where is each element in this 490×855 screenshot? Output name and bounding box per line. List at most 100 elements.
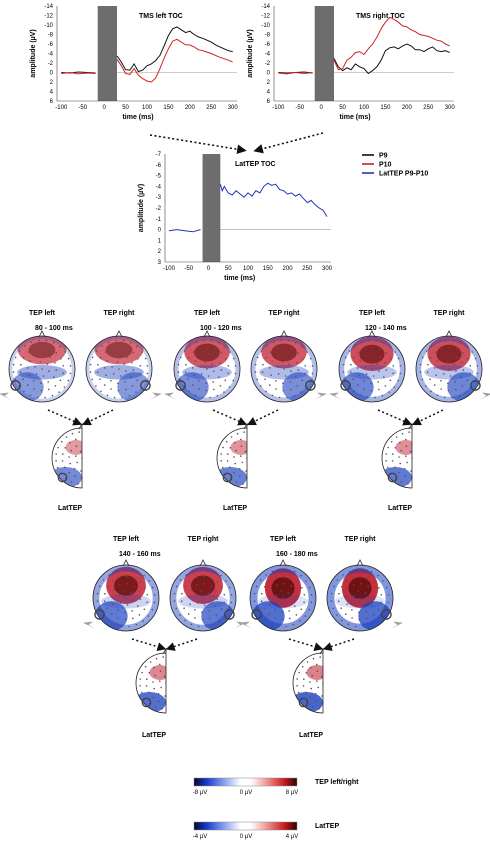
electrode-dot <box>125 370 127 372</box>
x-tick-label: -100 <box>55 105 68 111</box>
electrode-dot <box>240 438 242 441</box>
electrode-dot <box>125 575 128 578</box>
electrode-dot <box>271 360 274 362</box>
electrode-dot <box>263 607 265 609</box>
arrow-connector <box>47 409 83 426</box>
electrode-dot <box>300 574 302 577</box>
tep-topomap-left <box>0 330 76 403</box>
electrode-dot <box>158 700 160 702</box>
electrode-dot <box>74 475 76 478</box>
electrode-dot <box>29 394 32 397</box>
head-outline <box>173 335 241 403</box>
electrode-dot <box>201 611 203 614</box>
electrode-dot <box>245 470 247 472</box>
electrode-dot <box>104 351 107 353</box>
electrode-dot <box>111 580 114 582</box>
electrode-dot <box>294 341 297 344</box>
electrode-dot <box>55 453 57 455</box>
electrode-dot <box>410 470 412 472</box>
electrode-dot <box>175 607 178 610</box>
electrode-dot <box>314 693 317 695</box>
electrode-dot <box>455 370 457 372</box>
electrode-dot <box>332 607 335 610</box>
electrode-dot <box>132 369 135 371</box>
electrode-dot <box>264 619 266 622</box>
y-tick-label: 2 <box>267 80 271 86</box>
electrode-dot <box>194 360 196 362</box>
electrode-dot <box>220 453 222 455</box>
electrode-dot <box>275 380 277 382</box>
electrode-dot <box>379 348 381 350</box>
electrode-dot <box>187 378 189 381</box>
electrode-dot <box>110 388 112 390</box>
electrode-dot <box>224 345 226 348</box>
electrode-dot <box>181 592 183 595</box>
electrode-dot <box>435 374 437 377</box>
colorbar-lat: -4 µV 0 µV 4 µV LatTEP <box>193 821 339 840</box>
electrode-dot <box>153 687 155 690</box>
electrode-dot <box>371 368 373 370</box>
nose-icon <box>279 559 287 567</box>
electrode-dot <box>148 691 150 694</box>
electrode-dot <box>58 391 60 393</box>
electrode-dot <box>116 361 119 363</box>
electrode-dot <box>364 366 366 368</box>
electrode-dot <box>296 385 299 387</box>
electrode-dot <box>436 360 439 362</box>
electrode-dot <box>217 341 220 344</box>
electrode-dot <box>26 367 29 369</box>
electrode-dot <box>184 371 187 374</box>
electrode-dot <box>336 614 338 616</box>
electrode-dot <box>215 614 218 616</box>
electrode-dot <box>277 373 280 375</box>
x-tick-label: 0 <box>319 105 323 111</box>
x-tick-label: 200 <box>185 105 196 111</box>
electrode-dot <box>210 577 212 579</box>
x-tick-label: 150 <box>163 105 174 111</box>
electrode-dot <box>119 602 122 604</box>
electrode-dot <box>366 396 369 399</box>
electrode-dot <box>130 376 132 378</box>
electrode-dot <box>212 623 215 626</box>
electrode-dot <box>55 352 58 354</box>
electrode-dot <box>290 388 292 391</box>
electrode-dot <box>460 376 462 378</box>
tms-pulse-arrow-icon <box>479 392 490 400</box>
electrode-dot <box>228 386 231 388</box>
tep-right-label: TEP right <box>188 536 220 543</box>
electrode-dot <box>60 440 63 443</box>
electrode-dot <box>207 592 210 594</box>
time-window-label: 80 - 100 ms <box>35 325 73 332</box>
electrode-dot <box>304 372 306 375</box>
electrode-dot <box>290 370 292 372</box>
electrode-dot <box>34 347 36 350</box>
electrode-dot <box>194 394 197 397</box>
electrode-dot <box>206 346 209 349</box>
electrode-dot <box>390 358 392 360</box>
electrode-dot <box>204 361 207 363</box>
colorbar-mid-label: 0 µV <box>240 790 252 796</box>
electrode-dot <box>97 363 99 366</box>
time-window-label: 100 - 120 ms <box>200 325 242 332</box>
electrode-dot <box>227 453 229 455</box>
electrode-dot <box>265 574 267 576</box>
electrode-dot <box>241 461 243 464</box>
electrode-dot <box>295 376 297 378</box>
electrode-dot <box>476 372 479 375</box>
electrode-dot <box>173 592 176 595</box>
electrode-dot <box>338 592 340 595</box>
marked-electrode-icon <box>387 472 398 483</box>
nose-icon <box>319 647 324 655</box>
electrode-dot <box>404 475 406 478</box>
electrode-dot <box>302 358 304 360</box>
arrow-connector <box>149 134 247 154</box>
electrode-dot <box>466 379 469 382</box>
electrode-dot <box>255 585 258 588</box>
electrode-dot <box>271 394 274 397</box>
electrode-dot <box>363 568 366 571</box>
tep-topomap-left <box>83 559 160 632</box>
electrode-dot <box>226 460 229 462</box>
electrode-dot <box>270 623 273 626</box>
head-outline <box>92 564 160 632</box>
electrode-dot <box>151 586 154 589</box>
